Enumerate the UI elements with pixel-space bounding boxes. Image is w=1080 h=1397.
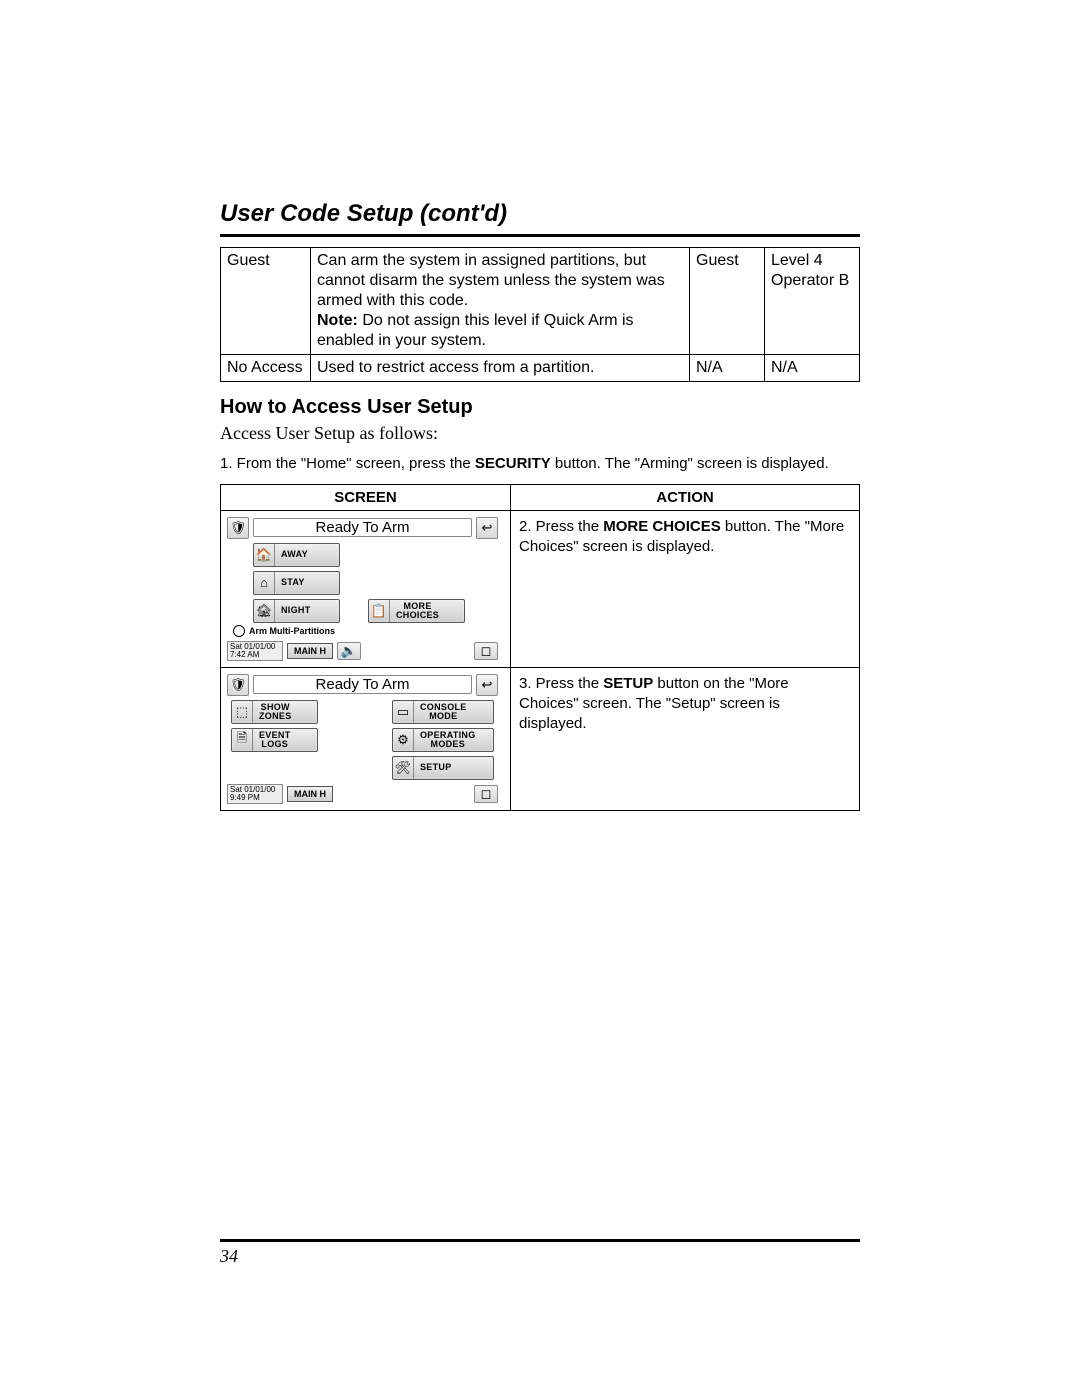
console-mode-button[interactable]: ▭ CONSOLE MODE [392, 700, 494, 724]
radio-icon[interactable] [233, 625, 245, 637]
back-icon[interactable]: ↩ [476, 674, 498, 696]
shield-icon[interactable]: 🛡 [227, 517, 249, 539]
screen-cell: 🛡 Ready To Arm ↩ 🏠 AWAY ⌂ STAY [221, 510, 511, 667]
section-heading: How to Access User Setup [220, 396, 860, 419]
stay-button[interactable]: ⌂ STAY [253, 571, 340, 595]
tool-icon: 🛠 [393, 757, 414, 779]
action-cell: 2. Press the MORE CHOICES button. The "M… [511, 510, 860, 667]
cell-desc: Used to restrict access from a partition… [311, 355, 690, 382]
action-cell: 3. Press the SETUP button on the "More C… [511, 667, 860, 810]
radio-label: Arm Multi-Partitions [249, 626, 335, 636]
col-screen: SCREEN [221, 484, 511, 510]
keypad-icon: ▭ [393, 701, 414, 723]
screen-cell: 🛡 Ready To Arm ↩ ⬚ SHOW ZONES ▭ CONSOLE … [221, 667, 511, 810]
operating-modes-button[interactable]: ⚙ OPERATING MODES [392, 728, 494, 752]
cell-level: Guest [221, 248, 311, 355]
away-button[interactable]: 🏠 AWAY [253, 543, 340, 567]
screens-table: SCREEN ACTION 🛡 Ready To Arm ↩ 🏠 AWAY [220, 484, 860, 811]
corner-icon[interactable]: ◻ [474, 785, 498, 803]
shield-icon[interactable]: 🛡 [227, 674, 249, 696]
show-zones-button[interactable]: ⬚ SHOW ZONES [231, 700, 318, 724]
lcd-title: Ready To Arm [253, 675, 472, 694]
cell-c4: N/A [765, 355, 860, 382]
page-title: User Code Setup (cont'd) [220, 200, 860, 228]
night-button[interactable]: 🏚 NIGHT [253, 599, 340, 623]
house-stay-icon: ⌂ [254, 572, 275, 594]
house-away-icon: 🏠 [254, 544, 275, 566]
cell-desc: Can arm the system in assigned partition… [311, 248, 690, 355]
speaker-icon[interactable]: 🔈 [337, 642, 361, 660]
cube-icon: ⬚ [232, 701, 253, 723]
page-number: 34 [220, 1246, 860, 1267]
event-logs-button[interactable]: 🗎 EVENT LOGS [231, 728, 318, 752]
lcd-arming-screen: 🛡 Ready To Arm ↩ 🏠 AWAY ⌂ STAY [225, 515, 500, 663]
section-intro: Access User Setup as follows: [220, 423, 860, 444]
datetime-box: Sat 01/01/00 9:49 PM [227, 784, 283, 804]
cell-c3: Guest [690, 248, 765, 355]
house-night-icon: 🏚 [254, 600, 275, 622]
step-1: 1. From the "Home" screen, press the SEC… [220, 454, 860, 474]
cell-c4: Level 4 Operator B [765, 248, 860, 355]
cell-level: No Access [221, 355, 311, 382]
title-rule [220, 234, 860, 237]
back-icon[interactable]: ↩ [476, 517, 498, 539]
table-row: Guest Can arm the system in assigned par… [221, 248, 860, 355]
gear-icon: ⚙ [393, 729, 414, 751]
document-page: User Code Setup (cont'd) Guest Can arm t… [0, 0, 1080, 1397]
info-table: Guest Can arm the system in assigned par… [220, 247, 860, 382]
lcd-title: Ready To Arm [253, 518, 472, 537]
table-row: 🛡 Ready To Arm ↩ 🏠 AWAY ⌂ STAY [221, 510, 860, 667]
datetime-box: Sat 01/01/00 7:42 AM [227, 641, 283, 661]
col-action: ACTION [511, 484, 860, 510]
more-choices-button[interactable]: 📋 MORE CHOICES [368, 599, 465, 623]
corner-icon[interactable]: ◻ [474, 642, 498, 660]
cell-c3: N/A [690, 355, 765, 382]
main-h-button[interactable]: MAIN H [287, 786, 333, 802]
list-icon: 📋 [369, 600, 390, 622]
footer: 34 [220, 1239, 860, 1267]
table-row: 🛡 Ready To Arm ↩ ⬚ SHOW ZONES ▭ CONSOLE … [221, 667, 860, 810]
main-h-button[interactable]: MAIN H [287, 643, 333, 659]
page-icon: 🗎 [232, 729, 253, 751]
lcd-more-choices-screen: 🛡 Ready To Arm ↩ ⬚ SHOW ZONES ▭ CONSOLE … [225, 672, 500, 806]
table-row: No Access Used to restrict access from a… [221, 355, 860, 382]
setup-button[interactable]: 🛠 SETUP [392, 756, 494, 780]
